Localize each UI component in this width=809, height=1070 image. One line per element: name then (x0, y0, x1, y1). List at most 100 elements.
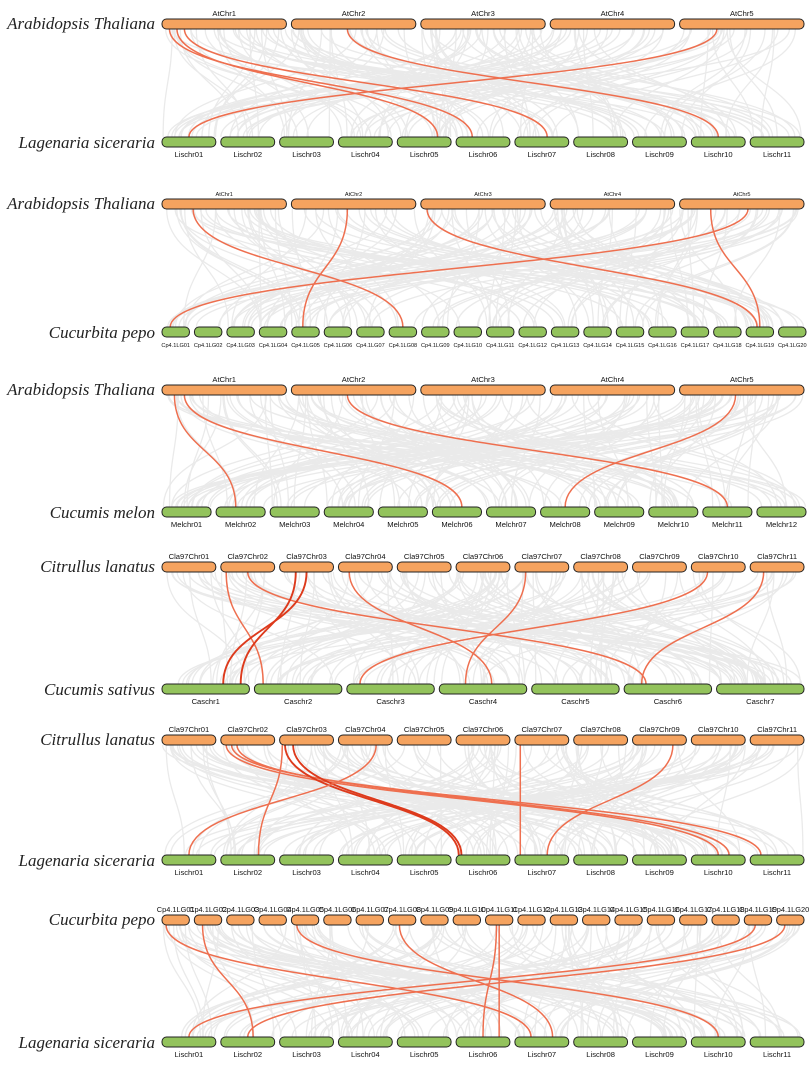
top-chromosome-AtChr5 (679, 198, 805, 210)
background-link (274, 208, 293, 328)
background-link (310, 744, 402, 856)
background-link (492, 208, 662, 328)
background-link (175, 394, 238, 508)
background-link (617, 744, 645, 856)
background-link (601, 208, 759, 328)
top-chromosome-label: Cp4.1LG04 (254, 905, 292, 914)
background-link (225, 744, 313, 856)
background-link (404, 28, 562, 138)
background-link (554, 571, 615, 685)
background-link (197, 571, 772, 685)
top-chromosome-Cp4.1LG14 (582, 914, 611, 926)
bottom-chromosome-label: Cp4.1LG06 (324, 343, 353, 349)
background-link (258, 208, 262, 328)
background-link (496, 924, 761, 1038)
background-link (210, 744, 560, 856)
background-link (760, 28, 775, 138)
syntenic-link-Cla97Chr03-Lischr06 (284, 744, 460, 856)
bottom-species-label: Cucurbita pepo (49, 323, 155, 342)
background-link (277, 208, 352, 328)
bottom-chromosome-label: Cp4.1LG04 (259, 343, 288, 349)
background-link (465, 744, 583, 856)
background-link (436, 394, 754, 508)
background-link (459, 571, 745, 685)
bottom-chromosome-Lischr02 (220, 1036, 276, 1048)
background-link (197, 571, 511, 685)
bottom-chromosome-Lischr05 (396, 136, 452, 148)
background-link (353, 571, 465, 685)
syntenic-link-Cp4.1LG19-Lischr01 (188, 924, 756, 1038)
background-link (343, 208, 531, 328)
background-link (540, 744, 697, 856)
syntenic-link-AtChr5-Lischr01 (188, 28, 718, 138)
background-link (183, 394, 222, 508)
bottom-chromosome-label: Lischr08 (586, 868, 615, 877)
top-chromosome-label: Cp4.1LG11 (481, 905, 518, 914)
bottom-chromosome-label: Caschr5 (561, 697, 589, 706)
bottom-chromosome-Caschr1 (161, 683, 250, 695)
bottom-chromosome-label: Lischr07 (527, 150, 556, 159)
background-link (352, 571, 426, 685)
background-link (184, 924, 213, 1038)
background-link (627, 571, 667, 685)
top-chromosome-Cla97Chr09 (632, 734, 687, 746)
top-chromosome-label: AtChr1 (212, 9, 236, 18)
background-link (195, 28, 693, 138)
background-link (587, 394, 796, 508)
background-link (570, 208, 740, 328)
top-chromosome-Cp4.1LG19 (743, 914, 773, 926)
background-link (413, 394, 696, 508)
background-link (190, 744, 237, 856)
bottom-chromosome-Melchr09 (594, 506, 645, 518)
background-link (284, 208, 510, 328)
background-link (180, 924, 439, 1038)
bottom-chromosome-Lischr08 (573, 1036, 629, 1048)
bottom-chromosome-Cp4.1LG18 (713, 326, 742, 338)
bottom-chromosome-label: Lischr01 (175, 150, 204, 159)
syntenic-link-Cla97Chr02-Caschr6 (246, 571, 647, 685)
background-link (525, 28, 700, 138)
bottom-chromosome-label: Melchr03 (279, 520, 310, 529)
syntenic-link-AtChr2-Lischr10 (346, 28, 720, 138)
background-link (654, 208, 699, 328)
background-link (700, 28, 709, 138)
background-link (166, 571, 246, 685)
bottom-chromosome-Lischr08 (573, 136, 629, 148)
background-link (230, 924, 350, 1038)
background-link (560, 744, 721, 856)
top-species-label: Arabidopsis Thaliana (6, 380, 155, 399)
background-link (300, 28, 490, 138)
background-link (612, 924, 630, 1038)
bottom-chromosome-label: Lischr02 (233, 868, 262, 877)
background-link (191, 924, 287, 1038)
background-link (269, 394, 290, 508)
background-link (177, 571, 649, 685)
background-link (360, 744, 678, 856)
top-chromosome-label: Cp4.1LG02 (189, 905, 227, 914)
syntenic-link-AtChr1-Lischr05 (176, 28, 439, 138)
background-link (179, 924, 424, 1038)
bottom-chromosome-Cp4.1LG08 (388, 326, 418, 338)
background-link (241, 744, 480, 856)
background-link (404, 28, 469, 138)
background-link (727, 394, 749, 508)
background-link (729, 28, 778, 138)
top-species-label: Arabidopsis Thaliana (6, 14, 155, 33)
bottom-chromosome-Caschr4 (438, 683, 528, 695)
top-chromosome-Cp4.1LG05 (290, 914, 320, 926)
background-link (445, 924, 544, 1038)
background-link (279, 571, 774, 685)
background-link (698, 571, 785, 685)
background-link (301, 394, 442, 508)
background-link (663, 28, 766, 138)
bottom-chromosome-label: Cp4.1LG13 (551, 343, 580, 349)
bottom-chromosome-label: Lischr03 (292, 1050, 321, 1059)
bottom-chromosome-Cp4.1LG19 (745, 326, 775, 338)
top-chromosome-Cp4.1LG06 (323, 914, 352, 926)
background-link (522, 744, 657, 856)
top-chromosome-label: Cla97Chr01 (169, 725, 210, 734)
bottom-chromosome-Melchr02 (215, 506, 266, 518)
bottom-chromosome-Cp4.1LG01 (161, 326, 190, 338)
bottom-chromosome-label: Lischr07 (527, 868, 556, 877)
bottom-chromosome-label: Lischr04 (351, 1050, 380, 1059)
